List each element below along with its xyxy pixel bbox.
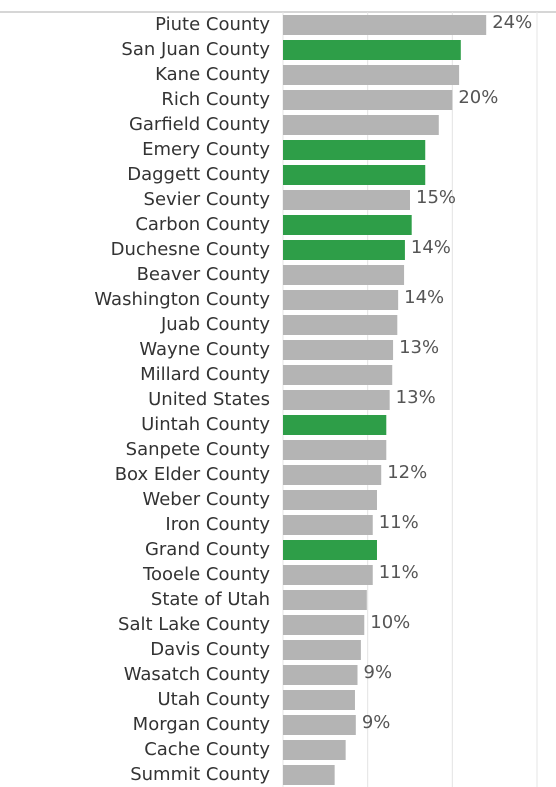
bar: [283, 740, 346, 760]
category-label: Tooele County: [142, 564, 270, 585]
category-label: Juab County: [160, 314, 270, 335]
category-label: Weber County: [142, 489, 270, 510]
category-label: Piute County: [155, 14, 270, 35]
bar: [283, 765, 335, 785]
value-label: 9%: [364, 662, 393, 683]
bar: [283, 565, 373, 585]
value-label: 24%: [492, 12, 532, 33]
category-label: Sevier County: [144, 189, 271, 210]
bar: [283, 90, 453, 110]
bar: [283, 65, 460, 85]
category-label: Salt Lake County: [118, 614, 270, 635]
category-label: Utah County: [158, 689, 271, 710]
bar: [283, 715, 356, 735]
category-label: Sanpete County: [126, 439, 271, 460]
category-label: Iron County: [165, 514, 270, 535]
value-label: 10%: [370, 612, 410, 633]
category-label: Carbon County: [135, 214, 270, 235]
category-label: Morgan County: [133, 714, 271, 735]
category-label: Duchesne County: [111, 239, 271, 260]
bar: [283, 315, 398, 335]
bar: [283, 515, 373, 535]
category-label: Cache County: [144, 739, 270, 760]
value-label: 14%: [404, 287, 444, 308]
value-label: 11%: [379, 512, 419, 533]
bar: [283, 615, 365, 635]
bar: [283, 190, 410, 210]
bar: [283, 365, 393, 385]
bar: [283, 690, 355, 710]
category-label: Wayne County: [139, 339, 270, 360]
bar: [283, 465, 382, 485]
bar: [283, 15, 487, 35]
value-label: 12%: [387, 462, 427, 483]
category-label: Summit County: [130, 764, 270, 785]
category-label: San Juan County: [121, 39, 270, 60]
bar: [283, 490, 377, 510]
bar: [283, 540, 377, 560]
value-label: 11%: [379, 562, 419, 583]
bar: [283, 240, 405, 260]
category-label: Uintah County: [141, 414, 270, 435]
bar: [283, 640, 361, 660]
value-label: 15%: [416, 187, 456, 208]
category-label: Daggett County: [127, 164, 270, 185]
bar: [283, 40, 461, 60]
category-label: Emery County: [142, 139, 270, 160]
value-label: 13%: [396, 387, 436, 408]
bar: [283, 115, 439, 135]
bar: [283, 390, 390, 410]
bar: [283, 665, 358, 685]
value-label: 20%: [458, 87, 498, 108]
category-label: Box Elder County: [115, 464, 271, 485]
category-label: Beaver County: [137, 264, 271, 285]
bar: [283, 290, 399, 310]
bar: [283, 415, 387, 435]
category-label: Wasatch County: [124, 664, 271, 685]
bar: [283, 215, 412, 235]
category-label: Garfield County: [129, 114, 270, 135]
bar: [283, 165, 426, 185]
value-label: 14%: [411, 237, 451, 258]
category-label: State of Utah: [151, 589, 270, 610]
category-label: Davis County: [150, 639, 270, 660]
category-label: Millard County: [140, 364, 270, 385]
bar: [283, 340, 394, 360]
category-label: United States: [148, 389, 270, 410]
category-label: Kane County: [155, 64, 270, 85]
category-label: Grand County: [145, 539, 270, 560]
bar: [283, 140, 426, 160]
bar: [283, 265, 405, 285]
value-label: 13%: [399, 337, 439, 358]
category-label: Rich County: [161, 89, 270, 110]
bar: [283, 590, 367, 610]
value-label: 9%: [362, 712, 391, 733]
category-label: Washington County: [94, 289, 270, 310]
bar: [283, 440, 387, 460]
